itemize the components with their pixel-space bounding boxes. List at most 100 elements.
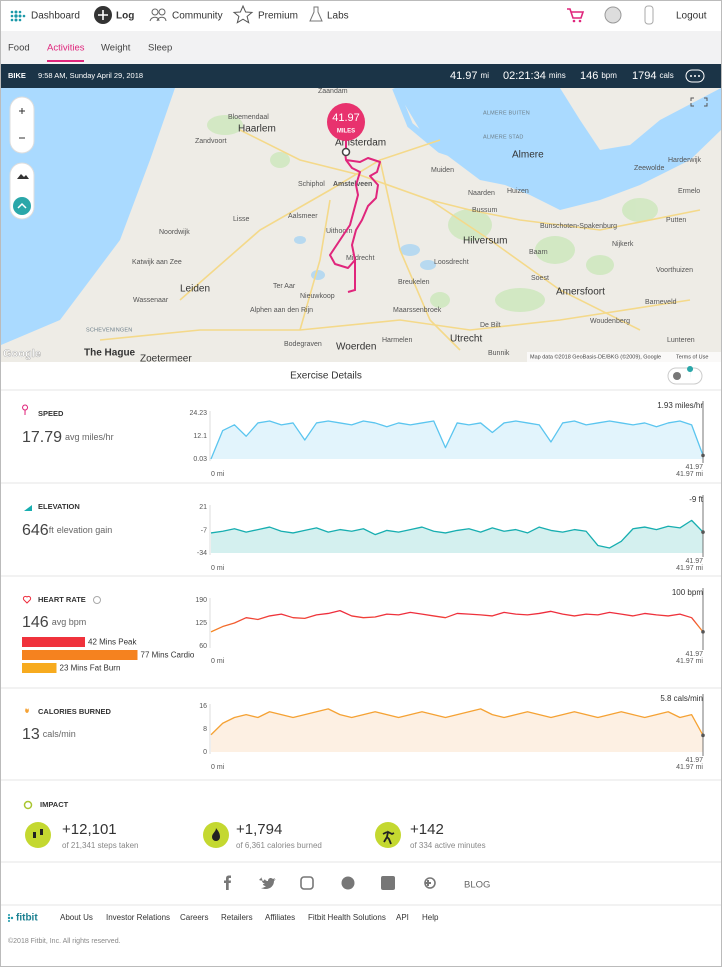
avatar[interactable]: [604, 6, 622, 24]
footer-link[interactable]: About Us: [60, 913, 93, 922]
x-tick-label: 0 mi: [211, 764, 225, 771]
place-label: Amsterdam: [335, 138, 386, 149]
instagram-icon[interactable]: [300, 876, 314, 890]
footer-link[interactable]: API: [396, 913, 409, 922]
active-underline: [47, 60, 84, 62]
footer-link[interactable]: Affiliates: [265, 913, 295, 922]
youtube-icon[interactable]: [381, 876, 395, 890]
locate-button[interactable]: [13, 197, 31, 215]
place-label: Zeewolde: [634, 165, 664, 172]
map-terms[interactable]: Terms of Use: [676, 354, 708, 360]
top-nav: Dashboard Log Community Premium Labs Log…: [10, 4, 707, 25]
cursor-value-label: -9 ft: [689, 495, 704, 504]
stat: 146 bpm: [580, 70, 617, 82]
distance-marker: [327, 103, 365, 141]
place-label: Soest: [531, 275, 549, 282]
activity-bar: [1, 64, 721, 88]
sub-nav-link-active[interactable]: Activities: [47, 43, 85, 54]
section-dividers: [1, 389, 721, 906]
zone-label: 42 Mins Peak: [88, 638, 137, 647]
place-labels: Zaandam Bloemendaal Haarlem Zandvoort Am…: [84, 88, 702, 362]
nav-link[interactable]: Labs: [327, 11, 349, 22]
place-label: Aalsmeer: [288, 213, 318, 220]
x-tick-label: 0 mi: [211, 565, 225, 572]
summary-unit: cals/min: [43, 729, 76, 739]
pinterest-icon[interactable]: [341, 876, 355, 890]
x-tick-label: 41.97 mi: [676, 764, 703, 771]
fullscreen-button[interactable]: [690, 97, 708, 107]
lake: [395, 88, 721, 210]
y-tick-label: -34: [197, 550, 207, 557]
plus-icon: [98, 10, 108, 20]
place-label: Voorthuizen: [656, 267, 693, 274]
zone-bar: [22, 650, 138, 660]
place-label: Wassenaar: [133, 297, 169, 304]
footer-link[interactable]: Fitbit Health Solutions: [308, 913, 386, 922]
zone-bar: [22, 637, 85, 647]
impact-desc: of 334 active minutes: [410, 841, 486, 850]
social-icons: [224, 875, 436, 891]
roads: [99, 129, 701, 351]
activity-datetime: 9:58 AM, Sunday April 29, 2018: [38, 71, 143, 80]
logout[interactable]: Logout: [676, 11, 707, 22]
stat-unit: mins: [549, 71, 566, 80]
footer-link[interactable]: Investor Relations: [106, 913, 170, 922]
nav-link[interactable]: Community: [172, 11, 223, 22]
flame-icon: [25, 708, 29, 713]
cursor-point: [701, 453, 705, 458]
facebook-icon[interactable]: [224, 875, 231, 891]
footer-logo[interactable]: fitbit: [16, 913, 38, 924]
y-tick-label: 190: [195, 597, 207, 604]
steps-icon: [25, 822, 51, 848]
zoom-control[interactable]: [9, 96, 35, 154]
footer-link[interactable]: Retailers: [221, 913, 253, 922]
blog-link[interactable]: BLOG: [464, 880, 490, 891]
place-label: The Hague: [84, 348, 136, 359]
green-areas: [207, 115, 658, 312]
device-icon[interactable]: [644, 5, 654, 25]
x-tick-label: 41.97 mi: [676, 565, 703, 572]
cart-icon[interactable]: [567, 8, 585, 19]
chart-title: CALORIES BURNED: [38, 707, 112, 716]
series-line: [210, 420, 704, 460]
nav-link[interactable]: Premium: [258, 11, 298, 22]
labs-icon: [309, 6, 323, 22]
place-label: Lisse: [233, 216, 249, 223]
view-toggle[interactable]: [667, 367, 703, 385]
small-lakes: [294, 236, 436, 280]
place-label: Bunnik: [488, 350, 510, 357]
stat-value: 1794: [632, 70, 656, 82]
zone-label: 77 Mins Cardio: [141, 651, 195, 660]
more-button[interactable]: [685, 69, 705, 83]
impact-value: +1,794: [236, 821, 282, 838]
map-logo: Google: [3, 348, 41, 360]
zone-bar: [22, 663, 57, 673]
nav-link[interactable]: Log: [116, 11, 134, 22]
footer-link[interactable]: Help: [422, 913, 439, 922]
cursor-x-label: 41.97: [685, 558, 703, 565]
google-plus-icon[interactable]: [425, 880, 431, 886]
place-label: Naarden: [468, 190, 495, 197]
place-label: Harmelen: [382, 337, 412, 344]
twitter-icon[interactable]: [259, 877, 276, 890]
sub-nav: [1, 31, 721, 64]
sea: [1, 88, 175, 345]
place-label: Muiden: [431, 167, 454, 174]
cursor-value-label: 5.8 cals/min: [660, 694, 703, 703]
map[interactable]: Zaandam Bloemendaal Haarlem Zandvoort Am…: [1, 88, 721, 365]
series-line: [210, 609, 704, 633]
place-label: Utrecht: [450, 334, 482, 345]
sub-nav-link[interactable]: Food: [8, 43, 30, 54]
place-label: Ermelo: [678, 188, 700, 195]
cursor-x-label: 41.97: [685, 757, 703, 764]
summary-value: 646: [22, 522, 49, 539]
impact-value: +12,101: [62, 821, 117, 838]
summary-value: 146: [22, 614, 49, 631]
footer-link[interactable]: Careers: [180, 913, 208, 922]
nav-link[interactable]: Dashboard: [31, 11, 80, 22]
sub-nav-link[interactable]: Sleep: [148, 43, 172, 54]
sub-nav-link[interactable]: Weight: [101, 43, 131, 54]
info-icon[interactable]: [93, 596, 101, 604]
summary-note: elevation gain: [57, 525, 113, 535]
summary-unit: avg miles/hr: [65, 432, 114, 442]
